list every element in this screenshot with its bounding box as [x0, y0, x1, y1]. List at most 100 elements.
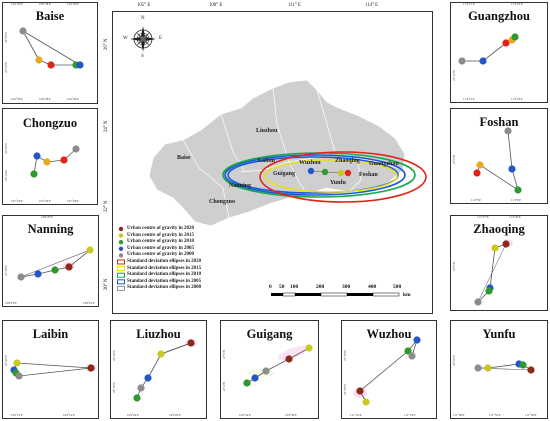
panel-trajectory — [17, 246, 94, 281]
panel-trajectory — [353, 336, 421, 406]
city-label: Zhaoqing — [335, 158, 360, 164]
main-map: 105° E 108° E 111° E 114° E 26° N 24° N … — [104, 3, 433, 314]
x-tick: 107°28'E — [67, 199, 79, 203]
panel-title: Nanning — [27, 222, 74, 236]
x-tick: 107°24'E — [11, 199, 23, 203]
x-tick: 109°12'E — [11, 413, 23, 417]
panel-trajectory — [458, 33, 519, 65]
x-tick: 108°18'E — [5, 301, 17, 305]
x-tick: 113°15'E — [463, 97, 475, 101]
panel-yunfu: Yunfu 111°48'E 111°52'E 111°56'E 22°56'N — [450, 320, 548, 419]
panel-foshan: Foshan 113°3'E 113°6'E 23°0'N — [450, 108, 548, 204]
legend-entry: Urban centre of gravity in 2020 — [127, 226, 194, 231]
legend-entry: Standard deviation ellipses in 2020 — [127, 259, 202, 264]
x-tick: 111°52'E — [489, 413, 501, 417]
gravity-centre-2020 — [47, 61, 55, 69]
panel-zhaoqing: Zhaoqing 112°27'E 112°30'E 23°6'N — [450, 215, 548, 311]
legend-entry: Urban centre of gravity in 2015 — [127, 232, 194, 238]
panel-nanning: Nanning 108°18'E 108°20'E 108°22'E 22°50… — [2, 215, 99, 307]
sde-2020 — [259, 151, 427, 203]
compass-w: W — [123, 36, 128, 41]
x-tick: 106°40'E — [67, 2, 79, 6]
x-tick: 106°38'E — [39, 2, 51, 6]
city-label: Chongzuo — [209, 199, 236, 205]
legend-entry: Standard deviation ellipses in 2010 — [127, 272, 202, 278]
x-tick: 111°56'E — [525, 413, 537, 417]
legend-entry: Standard deviation ellipses in 2015 — [127, 265, 202, 271]
city-label: Guigang — [273, 171, 296, 177]
scale-label: 100 — [290, 284, 299, 290]
overall-centre-2015 — [337, 169, 345, 177]
panel-title: Foshan — [479, 115, 519, 129]
x-tick: 113°18'E — [511, 2, 523, 6]
overall-centre-2010 — [321, 168, 329, 176]
x-tick: 113°18'E — [511, 97, 523, 101]
x-tick: 112°30'E — [509, 215, 521, 219]
sde-2015 — [264, 159, 398, 193]
city-label: Foshan — [359, 172, 378, 178]
panel-trajectory — [474, 239, 513, 306]
x-tick: 113°6'E — [511, 198, 522, 202]
x-tick: 106°36'E — [11, 97, 23, 101]
sde-2000 — [227, 156, 399, 194]
gravity-centre-2015 — [35, 56, 43, 64]
compass-e: E — [159, 36, 163, 41]
city-label: Liuzhou — [256, 128, 278, 134]
panel-trajectory — [30, 145, 80, 178]
x-tick: 109°26'E — [169, 413, 181, 417]
compass-s: S — [141, 54, 144, 59]
compass-n: N — [141, 16, 145, 21]
panel-trajectory — [19, 27, 84, 69]
legend-swatches — [117, 226, 125, 291]
panel-trajectory — [243, 344, 313, 387]
x-tick: 109°36'E — [285, 413, 297, 417]
panel-title: Wuzhou — [366, 327, 412, 341]
lon-tick: 111° E — [288, 3, 301, 8]
panel-chongzuo: Chongzuo 107°24'E 107°26'E 107°28'E 22°2… — [2, 108, 98, 205]
scale-bar — [271, 292, 400, 297]
panel-title: Guigang — [246, 327, 293, 341]
scale-label: 200 — [316, 284, 325, 290]
x-tick: 109°34'E — [239, 413, 251, 417]
gravity-centre-2000 — [19, 27, 27, 35]
city-label: Guangzhou — [369, 161, 399, 167]
compass-rose — [130, 26, 156, 52]
panel-trajectory — [133, 339, 197, 402]
lat-tick: 20° N — [104, 278, 109, 290]
x-tick: 106°40'E — [67, 97, 79, 101]
x-tick: 113°3'E — [471, 198, 482, 202]
panel-title: Chongzuo — [22, 116, 78, 130]
x-tick: 111°48'E — [453, 413, 465, 417]
city-label: Yunfu — [330, 180, 346, 186]
legend-entry: Urban centre of gravity in 2005 — [127, 245, 194, 251]
city-label: Wuzhou — [299, 160, 321, 166]
x-tick: 111°16'E — [350, 413, 362, 417]
city-label: Laibin — [258, 158, 276, 164]
x-tick: 106°38'E — [39, 97, 51, 101]
map-canvas — [117, 26, 427, 297]
x-tick: 112°27'E — [477, 215, 489, 219]
x-tick: 108°22'E — [83, 301, 95, 305]
panel-title: Guangzhou — [468, 9, 530, 23]
panel-trajectory — [474, 360, 535, 374]
x-tick: 106°36'E — [11, 2, 23, 6]
study-area-region — [148, 79, 406, 227]
sde-2005 — [224, 154, 406, 196]
panel-baise: Baise 106°36'E 106°38'E 106°40'E 106°36'… — [2, 2, 98, 104]
gravity-centre-2005 — [76, 61, 84, 69]
panel-guangzhou: Guangzhou 113°15'E 113°18'E 113°15'E 113… — [450, 2, 548, 103]
lon-tick: 114° E — [365, 3, 379, 8]
panel-guigang: Guigang 109°34'E 109°36'E 23°6'N 23°4'N — [220, 320, 319, 419]
lat-tick: 22° N — [104, 200, 109, 212]
panel-title: Zhaoqing — [473, 222, 525, 236]
city-label: Baise — [177, 155, 191, 161]
scale-label: 500 — [393, 284, 402, 290]
legend-entry: Standard deviation ellipses in 2005 — [127, 278, 202, 284]
x-tick: 109°14'E — [63, 413, 75, 417]
scale-label: 400 — [368, 284, 377, 290]
panel-wuzhou: Wuzhou 111°16'E 111°18'E 23°30'N 23°28'N — [341, 320, 437, 419]
panel-title: Yunfu — [482, 327, 516, 341]
lat-tick: 24° N — [104, 120, 109, 132]
panel-trajectory — [473, 127, 522, 194]
lat-tick: 26° N — [104, 38, 109, 50]
